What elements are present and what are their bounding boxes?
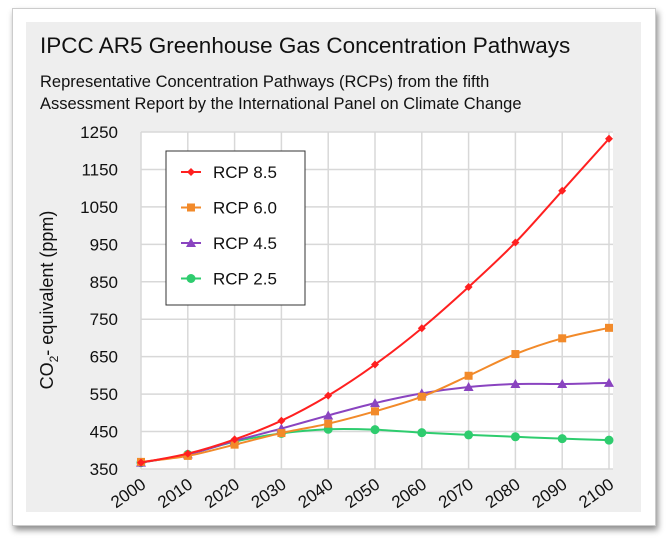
circle-marker — [604, 435, 614, 445]
y-tick-label: 850 — [90, 273, 118, 292]
diamond-marker — [183, 449, 192, 458]
diamond-marker — [417, 324, 426, 333]
legend-label: RCP 6.0 — [213, 199, 277, 218]
series-group — [136, 134, 614, 468]
series-rcp-8-5 — [137, 134, 613, 467]
square-marker — [371, 407, 379, 416]
legend-item: RCP 8.5 — [181, 163, 277, 182]
square-marker — [187, 203, 195, 212]
triangle-marker — [186, 238, 196, 247]
diamond-marker — [137, 458, 145, 467]
circle-marker — [510, 432, 520, 442]
legend-item: RCP 6.0 — [181, 199, 277, 218]
square-marker — [417, 392, 426, 401]
chart-subtitle: Representative Concentration Pathways (R… — [40, 71, 522, 115]
square-marker — [558, 334, 567, 343]
x-tick-label: 2020 — [201, 475, 243, 512]
circle-marker — [417, 428, 427, 438]
diamond-marker — [277, 416, 286, 425]
square-marker — [511, 350, 520, 359]
diamond-marker — [187, 168, 195, 176]
diamond-marker — [324, 391, 333, 400]
triangle-marker — [463, 381, 474, 391]
y-tick-label: 550 — [90, 385, 118, 404]
triangle-marker — [370, 398, 380, 408]
triangle-marker — [557, 379, 568, 389]
square-marker — [464, 371, 473, 380]
square-marker — [277, 429, 286, 438]
y-tick-label: 650 — [90, 348, 118, 367]
circle-marker — [557, 434, 567, 444]
x-tick-label: 2050 — [341, 475, 383, 512]
diamond-marker — [605, 134, 613, 143]
x-tick-label: 2100 — [575, 475, 617, 512]
legend-item: RCP 2.5 — [181, 270, 277, 289]
legend: RCP 8.5 RCP 6.0 RCP 4.5 RCP 2.5 — [165, 150, 306, 306]
circle-marker — [186, 274, 196, 283]
legend-label: RCP 8.5 — [213, 163, 277, 182]
diamond-marker — [558, 186, 567, 195]
diamond-marker — [464, 283, 473, 292]
triangle-marker — [510, 379, 521, 389]
square-marker — [605, 323, 613, 332]
legend-label: RCP 4.5 — [213, 234, 277, 253]
legend-item: RCP 4.5 — [181, 234, 277, 253]
x-tick-label: 2000 — [107, 475, 149, 512]
x-tick-label: 2060 — [388, 475, 430, 512]
square-marker — [324, 419, 333, 428]
triangle-marker — [323, 410, 334, 420]
x-tick-label: 2040 — [295, 475, 337, 512]
square-marker — [230, 440, 239, 449]
y-tick-labels: 350 450 550 650 750 850 950 1050 1150 1250 — [80, 123, 118, 479]
y-tick-label: 1050 — [80, 198, 118, 217]
x-tick-label: 2010 — [154, 475, 196, 512]
subtitle-line-2: Assessment Report by the International P… — [40, 95, 522, 113]
triangle-marker — [604, 377, 614, 387]
y-tick-label: 450 — [90, 423, 118, 442]
x-tick-label: 2090 — [529, 475, 571, 512]
diamond-marker — [371, 360, 379, 369]
y-tick-label: 1250 — [80, 123, 118, 142]
x-tick-labels: 2000 2010 2020 2030 2040 2050 2060 2070 2080 2090… — [107, 475, 617, 512]
diamond-marker — [230, 435, 239, 444]
y-tick-label: 750 — [90, 310, 118, 329]
circle-marker — [464, 430, 474, 440]
x-tick-label: 2070 — [435, 475, 477, 512]
x-tick-label: 2030 — [248, 475, 290, 512]
y-tick-label: 1150 — [81, 160, 118, 179]
legend-label: RCP 2.5 — [213, 270, 277, 289]
y-tick-label: 950 — [90, 235, 118, 254]
x-tick-label: 2080 — [482, 475, 524, 512]
subtitle-line-1: Representative Concentration Pathways (R… — [40, 73, 490, 91]
y-tick-label: 350 — [90, 460, 118, 479]
y-axis-label: CO2- equivalent (ppm) — [37, 211, 61, 390]
diamond-marker — [511, 238, 520, 247]
circle-marker — [370, 425, 380, 435]
series-line — [140, 138, 610, 464]
chart-title: IPCC AR5 Greenhouse Gas Concentration Pa… — [40, 33, 571, 58]
